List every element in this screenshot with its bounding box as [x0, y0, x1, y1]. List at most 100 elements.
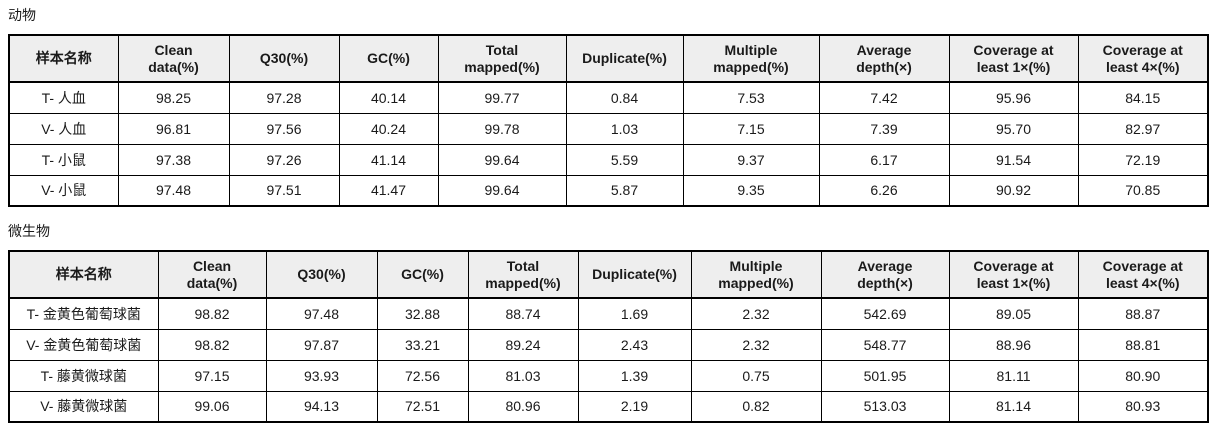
column-header: GC(%)	[338, 34, 439, 83]
animal-qc-table: 样本名称 Clean data(%) Q30(%) GC(%) Total mapped…	[8, 34, 1209, 207]
value-cell: 1.39	[577, 359, 692, 392]
column-header: Coverage at least 1×(%)	[948, 34, 1079, 83]
value-cell: 32.88	[376, 297, 469, 330]
column-header: Clean data(%)	[117, 34, 230, 83]
sample-name-cell: V- 人血	[8, 112, 119, 145]
column-header: Average depth(×)	[818, 34, 950, 83]
value-cell: 88.96	[948, 328, 1079, 361]
value-cell: 99.77	[437, 81, 567, 114]
value-cell: 99.64	[437, 174, 567, 207]
value-cell: 9.35	[682, 174, 820, 207]
value-cell: 6.17	[818, 143, 950, 176]
value-cell: 72.19	[1077, 143, 1209, 176]
microbe-section-title: 微生物	[8, 223, 50, 239]
microbe-section: 微生物 样本名称 Clean data(%) Q30(%) GC(%) Total ma…	[8, 222, 1210, 423]
value-cell: 89.24	[467, 328, 579, 361]
value-cell: 501.95	[820, 359, 950, 392]
value-cell: 97.48	[265, 297, 378, 330]
value-cell: 40.24	[338, 112, 439, 145]
value-cell: 80.90	[1077, 359, 1209, 392]
value-cell: 98.82	[157, 328, 267, 361]
column-header: Average depth(×)	[820, 250, 950, 299]
value-cell: 82.97	[1077, 112, 1209, 145]
value-cell: 93.93	[265, 359, 378, 392]
value-cell: 97.15	[157, 359, 267, 392]
value-cell: 97.56	[228, 112, 340, 145]
column-header: Duplicate(%)	[577, 250, 692, 299]
value-cell: 88.81	[1077, 328, 1209, 361]
sample-name-cell: T- 金黄色葡萄球菌	[8, 297, 159, 330]
value-cell: 97.48	[117, 174, 230, 207]
value-cell: 97.87	[265, 328, 378, 361]
value-cell: 2.43	[577, 328, 692, 361]
value-cell: 33.21	[376, 328, 469, 361]
sample-name-cell: T- 人血	[8, 81, 119, 114]
column-header: Multiple mapped(%)	[690, 250, 822, 299]
column-header: Clean data(%)	[157, 250, 267, 299]
column-header: Multiple mapped(%)	[682, 34, 820, 83]
sample-name-cell: T- 小鼠	[8, 143, 119, 176]
value-cell: 542.69	[820, 297, 950, 330]
animal-section-title: 动物	[8, 7, 36, 23]
value-cell: 5.87	[565, 174, 684, 207]
column-header: Q30(%)	[265, 250, 378, 299]
value-cell: 1.69	[577, 297, 692, 330]
value-cell: 99.06	[157, 390, 267, 423]
value-cell: 40.14	[338, 81, 439, 114]
column-header: Coverage at least 4×(%)	[1077, 250, 1209, 299]
value-cell: 70.85	[1077, 174, 1209, 207]
microbe-qc-table: 样本名称 Clean data(%) Q30(%) GC(%) Total mapped…	[8, 250, 1209, 423]
column-header: Q30(%)	[228, 34, 340, 83]
value-cell: 2.19	[577, 390, 692, 423]
value-cell: 5.59	[565, 143, 684, 176]
value-cell: 513.03	[820, 390, 950, 423]
value-cell: 80.93	[1077, 390, 1209, 423]
column-header: Total mapped(%)	[437, 34, 567, 83]
animal-section: 动物 样本名称 Clean data(%) Q30(%) GC(%) Total map…	[8, 6, 1210, 207]
value-cell: 96.81	[117, 112, 230, 145]
value-cell: 81.11	[948, 359, 1079, 392]
header-row: 样本名称 Clean data(%) Q30(%) GC(%) Total mapped…	[8, 34, 1209, 83]
table-row: V- 人血 96.81 97.56 40.24 99.78 1.03 7.15 7.39 95.…	[8, 112, 1209, 145]
sample-name-cell: V- 小鼠	[8, 174, 119, 207]
value-cell: 2.32	[690, 297, 822, 330]
value-cell: 97.28	[228, 81, 340, 114]
value-cell: 99.78	[437, 112, 567, 145]
value-cell: 7.15	[682, 112, 820, 145]
value-cell: 81.14	[948, 390, 1079, 423]
value-cell: 9.37	[682, 143, 820, 176]
table-row: T- 金黄色葡萄球菌 98.82 97.48 32.88 88.74 1.69 2.32 54…	[8, 297, 1209, 330]
table-row: T- 人血 98.25 97.28 40.14 99.77 0.84 7.53 7.42 95.…	[8, 81, 1209, 114]
value-cell: 81.03	[467, 359, 579, 392]
value-cell: 41.14	[338, 143, 439, 176]
column-header: Coverage at least 4×(%)	[1077, 34, 1209, 83]
header-row: 样本名称 Clean data(%) Q30(%) GC(%) Total mapped…	[8, 250, 1209, 299]
sample-name-cell: V- 藤黄微球菌	[8, 390, 159, 423]
value-cell: 7.53	[682, 81, 820, 114]
column-header: GC(%)	[376, 250, 469, 299]
table-row: V- 藤黄微球菌 99.06 94.13 72.51 80.96 2.19 0.82 513.…	[8, 390, 1209, 423]
sample-name-column-header: 样本名称	[8, 34, 119, 83]
value-cell: 97.26	[228, 143, 340, 176]
value-cell: 2.32	[690, 328, 822, 361]
value-cell: 80.96	[467, 390, 579, 423]
sample-name-column-header: 样本名称	[8, 250, 159, 299]
value-cell: 95.96	[948, 81, 1079, 114]
value-cell: 88.74	[467, 297, 579, 330]
column-header: Duplicate(%)	[565, 34, 684, 83]
column-header: Coverage at least 1×(%)	[948, 250, 1079, 299]
value-cell: 72.56	[376, 359, 469, 392]
table-row: V- 金黄色葡萄球菌 98.82 97.87 33.21 89.24 2.43 2.32 54…	[8, 328, 1209, 361]
value-cell: 84.15	[1077, 81, 1209, 114]
table-row: T- 小鼠 97.38 97.26 41.14 99.64 5.59 9.37 6.17 91.…	[8, 143, 1209, 176]
value-cell: 72.51	[376, 390, 469, 423]
table-row: T- 藤黄微球菌 97.15 93.93 72.56 81.03 1.39 0.75 501.…	[8, 359, 1209, 392]
value-cell: 94.13	[265, 390, 378, 423]
value-cell: 6.26	[818, 174, 950, 207]
value-cell: 7.42	[818, 81, 950, 114]
value-cell: 98.82	[157, 297, 267, 330]
value-cell: 97.38	[117, 143, 230, 176]
value-cell: 0.75	[690, 359, 822, 392]
value-cell: 91.54	[948, 143, 1079, 176]
